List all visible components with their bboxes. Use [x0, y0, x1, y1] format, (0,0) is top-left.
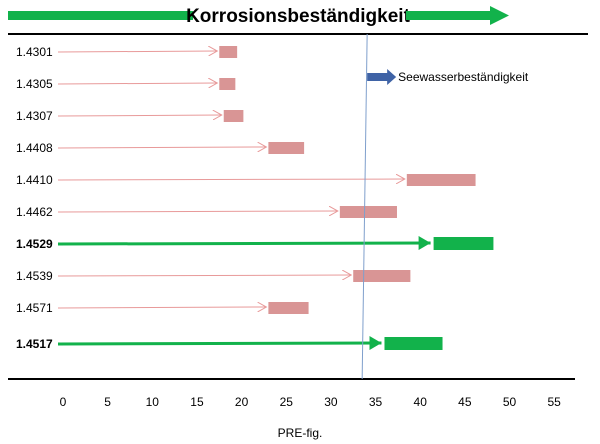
x-tick-label: 5 — [104, 395, 111, 409]
row-arrow — [57, 115, 222, 116]
row-arrow — [57, 179, 405, 180]
row-label: 1.4571 — [16, 301, 53, 315]
x-tick-label: 10 — [146, 395, 160, 409]
pre-range-bar — [268, 302, 309, 314]
title-arrow-right-shaft — [406, 11, 492, 20]
x-tick-label: 40 — [414, 395, 428, 409]
row-arrow — [57, 51, 217, 52]
x-tick-label: 25 — [280, 395, 294, 409]
row-label: 1.4410 — [16, 173, 53, 187]
reference-annotation: Seewasserbeständigkeit — [398, 70, 529, 84]
reference-line — [361, 33, 368, 380]
pre-range-bar — [384, 337, 443, 350]
row-arrow — [57, 336, 382, 351]
row-label: 1.4539 — [16, 269, 53, 283]
row-label: 1.4305 — [16, 77, 53, 91]
row-arrow — [57, 83, 217, 84]
row-label: 1.4517 — [16, 337, 53, 351]
pre-range-bar — [406, 174, 476, 186]
row-label: 1.4307 — [16, 109, 53, 123]
pre-range-bar — [433, 237, 494, 250]
row-arrow — [57, 275, 351, 276]
x-tick-label: 45 — [458, 395, 472, 409]
title-arrow-left — [8, 11, 193, 20]
row-arrow — [57, 307, 266, 308]
row-label: 1.4529 — [16, 237, 53, 251]
x-tick-label: 50 — [503, 395, 517, 409]
x-tick-label: 55 — [547, 395, 561, 409]
chart-title: Korrosionsbeständigkeit — [186, 6, 410, 27]
row-arrow — [57, 147, 266, 148]
x-tick-label: 30 — [324, 395, 338, 409]
pre-range-bar — [219, 78, 236, 90]
pre-range-bar — [353, 270, 411, 282]
x-tick-label: 35 — [369, 395, 383, 409]
pre-range-bar — [219, 46, 238, 58]
x-tick-label: 15 — [190, 395, 204, 409]
row-arrow — [57, 211, 338, 212]
pre-range-bar — [223, 110, 244, 122]
annotation-arrow-icon — [367, 69, 397, 85]
title-arrow-right-head — [490, 6, 509, 25]
row-arrow — [57, 236, 431, 251]
row-label: 1.4462 — [16, 205, 53, 219]
x-axis-title: PRE-fig. — [278, 426, 323, 440]
row-label: 1.4408 — [16, 141, 53, 155]
x-tick-label: 0 — [60, 395, 67, 409]
pre-range-bar — [268, 142, 305, 154]
row-label: 1.4301 — [16, 45, 53, 59]
x-tick-label: 20 — [235, 395, 249, 409]
pre-range-bar — [339, 206, 397, 218]
